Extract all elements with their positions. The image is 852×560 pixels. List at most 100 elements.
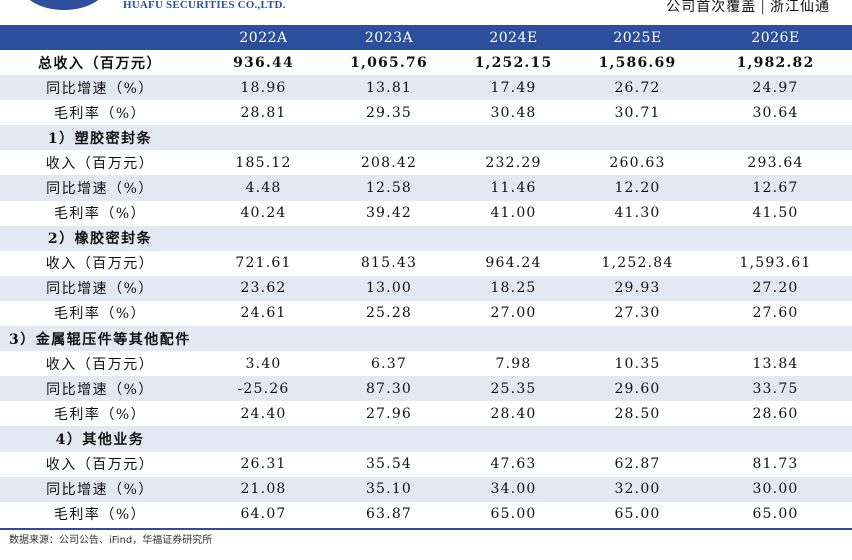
cell-value: 3.40 (245, 355, 282, 372)
cell-value: 30.71 (614, 104, 661, 121)
cell-value: 28.40 (490, 405, 537, 422)
cell-value (327, 226, 451, 251)
cell-value (699, 125, 852, 150)
row-label: 同比增速（%） (46, 80, 154, 97)
forecast-table: 2022A 2023A 2024E 2025E 2026E 总收入（百万元） 93… (0, 25, 852, 527)
row-label: 毛利率（%） (53, 105, 147, 122)
cell-value: 63.87 (365, 506, 413, 523)
cell-value: 87.30 (365, 380, 413, 397)
cell-value (451, 426, 576, 451)
cell-value: 1,252.84 (601, 255, 674, 272)
cell-value: 33.75 (752, 380, 799, 397)
cell-value: 1,586.69 (598, 54, 677, 71)
page-header: HUAFU SECURITIES CO.,LTD. 公司首次覆盖 | 浙江仙通 (0, 0, 852, 22)
row-label: 收入（百万元） (45, 256, 155, 273)
cell-value: 29.93 (614, 280, 661, 297)
cell-value: 13.00 (365, 280, 413, 297)
cell-value (200, 326, 327, 351)
cell-value: 30.00 (752, 481, 799, 498)
cell-value: 11.46 (490, 180, 537, 197)
cell-value (200, 226, 327, 251)
cell-value: 260.63 (609, 154, 666, 171)
table-row: 总收入（百万元） 936.44 1,065.76 1,252.15 1,586.69 1,… (0, 50, 852, 75)
cell-value: 6.37 (371, 355, 407, 372)
cell-value: 27.00 (490, 305, 537, 322)
cell-value (699, 226, 852, 251)
cell-value: 65.00 (614, 506, 661, 523)
cell-value: 32.00 (614, 481, 661, 498)
table-row: 1）塑胶密封条 (0, 125, 852, 151)
cell-value: 25.35 (490, 380, 537, 397)
huafu-logo (20, 0, 108, 10)
cell-value: 17.49 (490, 79, 537, 96)
cell-value: 41.00 (490, 205, 537, 222)
cell-value (576, 426, 699, 451)
table-row: 同比增速（%） 18.96 13.81 17.49 26.72 24.97 (0, 75, 852, 101)
cell-value: 30.48 (490, 104, 537, 121)
row-label: 毛利率（%） (53, 406, 147, 423)
table-row: 2）橡胶密封条 (0, 225, 852, 251)
row-label: 3）金属辊压件等其他配件 (9, 331, 191, 348)
cell-value: 28.81 (240, 104, 287, 121)
company-name: HUAFU SECURITIES CO.,LTD. (123, 0, 286, 11)
table-row: 同比增速（%） -25.26 87.30 25.35 29.60 33.75 (0, 376, 852, 402)
cell-value: 27.20 (752, 280, 799, 297)
cell-value: 27.60 (752, 305, 799, 322)
cell-value: 1,593.61 (739, 255, 812, 272)
row-label: 同比增速（%） (46, 181, 154, 198)
cell-value: 18.96 (240, 79, 287, 96)
table-row: 4）其他业务 (0, 426, 852, 452)
cell-value: 28.60 (752, 405, 799, 422)
cell-value: 24.40 (240, 405, 287, 422)
cell-value: 62.87 (614, 456, 661, 473)
cell-value (576, 226, 699, 251)
row-label: 同比增速（%） (46, 281, 154, 298)
row-label: 1）塑胶密封条 (47, 130, 153, 147)
column-header: 2023A (364, 29, 414, 46)
cell-value: 29.60 (614, 380, 661, 397)
cell-value: 65.00 (490, 506, 537, 523)
table-row: 毛利率（%） 64.07 63.87 65.00 65.00 65.00 (0, 502, 852, 527)
cell-value (200, 125, 327, 150)
table-row: 同比增速（%） 23.62 13.00 18.25 29.93 27.20 (0, 275, 852, 301)
table-bottom-rule (0, 528, 852, 530)
cell-value: 721.61 (235, 255, 292, 272)
table-row: 收入（百万元） 721.61 815.43 964.24 1,252.84 1,593.6… (0, 251, 852, 276)
table-row: 毛利率（%） 24.40 27.96 28.40 28.50 28.60 (0, 401, 852, 426)
cell-value (327, 125, 451, 150)
table-row: 同比增速（%） 21.08 35.10 34.00 32.00 30.00 (0, 476, 852, 502)
cell-value: 81.73 (752, 456, 799, 473)
cell-value: 34.00 (490, 481, 537, 498)
cell-value: 208.42 (360, 154, 418, 171)
cell-value: 27.30 (614, 305, 661, 322)
covered-company: 浙江仙通 (770, 0, 830, 15)
cell-value (451, 226, 576, 251)
cell-value: 27.96 (365, 405, 413, 422)
cell-value: 26.31 (240, 456, 287, 473)
cell-value: 35.54 (365, 456, 413, 473)
cell-value (699, 426, 852, 451)
table-row: 收入（百万元） 185.12 208.42 232.29 260.63 293.64 (0, 150, 852, 175)
row-label: 收入（百万元） (45, 155, 155, 172)
cell-value (576, 125, 699, 150)
cell-value: 64.07 (240, 506, 287, 523)
row-label: 同比增速（%） (46, 482, 154, 499)
cell-value: 12.67 (752, 180, 799, 197)
cell-value: 1,982.82 (736, 54, 815, 71)
cell-value: 23.62 (240, 280, 287, 297)
cell-value: 40.24 (240, 205, 287, 222)
column-header: 2022A (239, 29, 288, 46)
row-label: 收入（百万元） (45, 457, 155, 474)
table-row: 收入（百万元） 3.40 6.37 7.98 10.35 13.84 (0, 351, 852, 376)
column-header: 2025E (613, 29, 662, 46)
table-header-row: 2022A 2023A 2024E 2025E 2026E (0, 25, 852, 50)
cell-value: -25.26 (237, 380, 290, 397)
cell-value: 4.48 (245, 180, 282, 197)
report-tag: 公司首次覆盖 | 浙江仙通 (666, 0, 830, 16)
cell-value: 47.63 (490, 456, 537, 473)
cell-value (699, 326, 852, 351)
cell-value: 21.08 (240, 481, 287, 498)
cell-value: 41.50 (752, 205, 799, 222)
cell-value: 41.30 (614, 205, 661, 222)
cell-value: 18.25 (490, 280, 537, 297)
